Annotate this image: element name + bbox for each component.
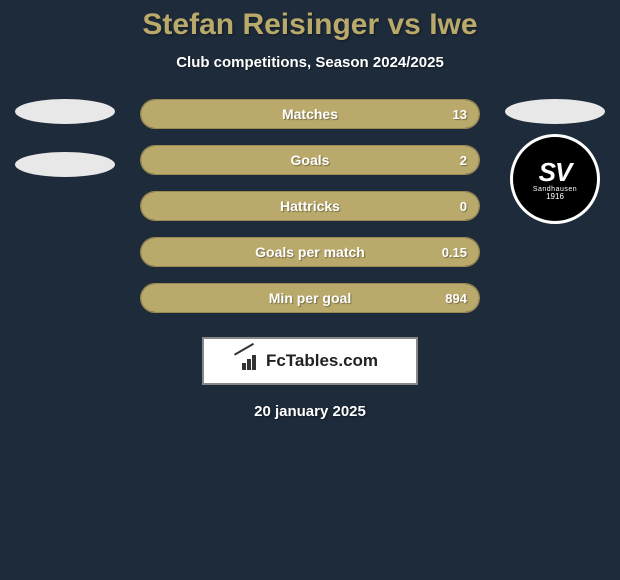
stat-label: Goals bbox=[141, 146, 479, 174]
stat-value-right: 0.15 bbox=[442, 238, 467, 266]
right-player-badges: SV Sandhausen 1916 bbox=[500, 99, 610, 224]
badge-placeholder-icon bbox=[15, 152, 115, 177]
fctables-text: FcTables.com bbox=[266, 351, 378, 371]
badge-placeholder-icon bbox=[15, 99, 115, 124]
snapshot-date: 20 january 2025 bbox=[0, 403, 620, 420]
stat-label: Hattricks bbox=[141, 192, 479, 220]
stat-value-right: 0 bbox=[460, 192, 467, 220]
badge-placeholder-icon bbox=[505, 99, 605, 124]
stat-label: Matches bbox=[141, 100, 479, 128]
stat-row: Hattricks 0 bbox=[140, 191, 480, 221]
fctables-watermark: FcTables.com bbox=[202, 337, 418, 385]
club-logo-sandhausen: SV Sandhausen 1916 bbox=[510, 134, 600, 224]
club-logo-text: SV bbox=[533, 157, 577, 188]
season-subtitle: Club competitions, Season 2024/2025 bbox=[0, 54, 620, 71]
stat-row: Min per goal 894 bbox=[140, 283, 480, 313]
stat-label: Goals per match bbox=[141, 238, 479, 266]
page-title: Stefan Reisinger vs Iwe bbox=[0, 0, 620, 42]
stat-value-right: 2 bbox=[460, 146, 467, 174]
stat-row: Goals per match 0.15 bbox=[140, 237, 480, 267]
stat-label: Min per goal bbox=[141, 284, 479, 312]
stat-bars: Matches 13 Goals 2 Hattricks 0 Goals per… bbox=[140, 99, 480, 329]
stat-value-right: 13 bbox=[453, 100, 467, 128]
chart-icon bbox=[242, 352, 262, 370]
left-player-badges bbox=[10, 99, 120, 205]
comparison-chart: SV Sandhausen 1916 Matches 13 Goals 2 Ha… bbox=[0, 99, 620, 329]
stat-row: Goals 2 bbox=[140, 145, 480, 175]
stat-value-right: 894 bbox=[445, 284, 467, 312]
club-logo-year: 1916 bbox=[533, 192, 577, 201]
stat-row: Matches 13 bbox=[140, 99, 480, 129]
